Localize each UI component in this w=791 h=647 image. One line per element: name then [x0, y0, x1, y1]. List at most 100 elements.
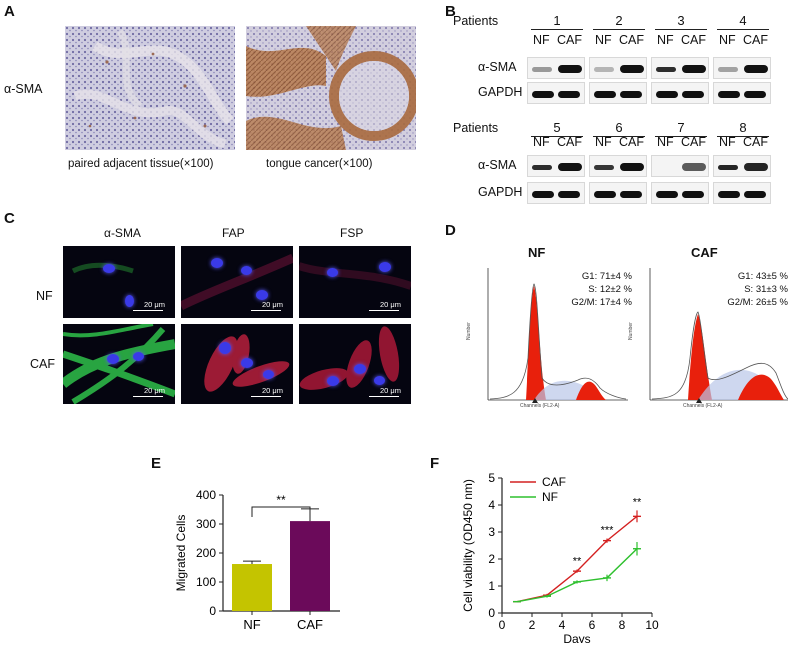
bottom-gapdh-lane	[527, 182, 585, 204]
top-patient-underline	[717, 29, 769, 30]
top-asma-lane	[589, 57, 647, 79]
blot-band	[744, 190, 766, 198]
bottom-caf-label: CAF	[557, 135, 582, 149]
blot-band	[718, 190, 740, 198]
blot-band	[558, 190, 580, 198]
bottom-gapdh-lane	[589, 182, 647, 204]
bar-nf	[232, 564, 272, 611]
top-caf-label: CAF	[619, 33, 644, 47]
bottom-asma-lane	[651, 155, 709, 177]
top-caf-label: CAF	[681, 33, 706, 47]
scale-bar-label: 20 μm	[144, 300, 165, 309]
top-nf-label: NF	[595, 33, 612, 47]
bar-caf	[290, 521, 330, 611]
fluor-caf-asma: 20 μm	[63, 324, 175, 404]
flow-yaxis-caf: Number	[628, 322, 634, 340]
panel-label-f: F	[430, 455, 440, 472]
top-gapdh-lane	[651, 82, 709, 104]
nf-g1-stat: G1: 71±4 %	[581, 271, 632, 282]
y-axis-label: Migrated Cells	[174, 515, 188, 592]
top-caf-label: CAF	[557, 33, 582, 47]
caf-g1-stat: G1: 43±5 %	[737, 271, 788, 282]
top-patient-number: 1	[553, 13, 561, 28]
blot-band	[558, 163, 582, 171]
blot-band	[594, 66, 614, 72]
caption-tongue-cancer: tongue cancer(×100)	[266, 158, 373, 170]
top-caf-label: CAF	[743, 33, 768, 47]
row-label-caf: CAF	[30, 357, 55, 371]
blot-band	[744, 90, 766, 98]
bottom-nf-label: NF	[657, 135, 674, 149]
fluor-caf-fap: 20 μm	[181, 324, 293, 404]
bottom-patient-underline	[717, 136, 769, 137]
blot-band	[532, 164, 552, 170]
blot-band	[620, 90, 642, 98]
y-tick-label: 300	[196, 517, 216, 531]
x-tick-label: 2	[529, 618, 536, 632]
bottom-caf-label: CAF	[619, 135, 644, 149]
y-tick-label: 3	[488, 525, 495, 539]
blot-band	[532, 66, 552, 72]
scale-bar-label: 20 μm	[262, 300, 283, 309]
bottom-caf-label: CAF	[743, 135, 768, 149]
patients-label-bottom: Patients	[453, 121, 499, 135]
col-label-fap: FAP	[222, 226, 245, 240]
bottom-nf-label: NF	[719, 135, 736, 149]
x-tick-label: 4	[559, 618, 566, 632]
blot-band	[718, 90, 740, 98]
flow-title-caf: CAF	[691, 245, 718, 260]
top-gapdh-lane	[527, 82, 585, 104]
x-tick-label: CAF	[297, 617, 323, 632]
top-nf-label: NF	[533, 33, 550, 47]
micrograph-adjacent-tissue	[65, 26, 235, 150]
x-tick-label: 6	[589, 618, 596, 632]
bottom-nf-label: NF	[533, 135, 550, 149]
fluor-nf-asma: 20 μm	[63, 246, 175, 318]
top-gapdh-lane	[589, 82, 647, 104]
y-tick-label: 1	[488, 579, 495, 593]
flow-xaxis-nf: Channels (FL2-A)	[520, 403, 560, 409]
top-asma-lane	[651, 57, 709, 79]
y-tick-label: 4	[488, 498, 495, 512]
flow-cytometry-plots	[487, 268, 788, 403]
bottom-nf-label: NF	[595, 135, 612, 149]
bottom-patient-number: 8	[739, 120, 747, 135]
flow-stats-caf: G1: 43±5 % S: 31±3 % G2/M: 26±5 %	[716, 270, 788, 309]
blot-band	[718, 164, 738, 170]
x-tick-label: 0	[499, 618, 506, 632]
caption-adjacent-tissue: paired adjacent tissue(×100)	[68, 158, 214, 170]
fluor-caf-fsp: 20 μm	[299, 324, 411, 404]
bottom-gapdh-lane	[713, 182, 771, 204]
x-axis-label: Days	[563, 632, 590, 643]
bottom-asma-lane	[527, 155, 585, 177]
blot-band	[682, 163, 706, 171]
significance-label: **	[573, 556, 582, 568]
blot-band	[656, 90, 678, 98]
row-label-gapdh-bottom: GAPDH	[478, 185, 523, 199]
significance-label: **	[633, 496, 642, 508]
blot-band	[532, 190, 554, 198]
bottom-asma-lane	[713, 155, 771, 177]
y-axis-label: Cell viability (OD450 nm)	[461, 479, 475, 612]
blot-band	[558, 65, 582, 73]
blot-band	[656, 190, 678, 198]
flow-title-nf: NF	[528, 245, 546, 260]
scale-bar-label: 20 μm	[144, 386, 165, 395]
y-tick-label: 100	[196, 575, 216, 589]
significance-bracket	[251, 506, 311, 517]
fluor-nf-fap: 20 μm	[181, 246, 293, 318]
y-tick-label: 5	[488, 471, 495, 485]
blot-band	[744, 65, 768, 73]
legend-label-nf: NF	[542, 490, 558, 504]
panel-label-b: B	[445, 3, 456, 20]
nf-s-stat: S: 12±2 %	[588, 284, 632, 295]
bottom-gapdh-lane	[651, 182, 709, 204]
blot-band	[620, 163, 644, 171]
blot-band	[558, 90, 580, 98]
blot-band	[682, 65, 706, 73]
bottom-asma-lane	[589, 155, 647, 177]
top-patient-underline	[655, 29, 707, 30]
bottom-patient-underline	[593, 136, 645, 137]
blot-band	[656, 66, 676, 72]
scale-bar-label: 20 μm	[262, 386, 283, 395]
